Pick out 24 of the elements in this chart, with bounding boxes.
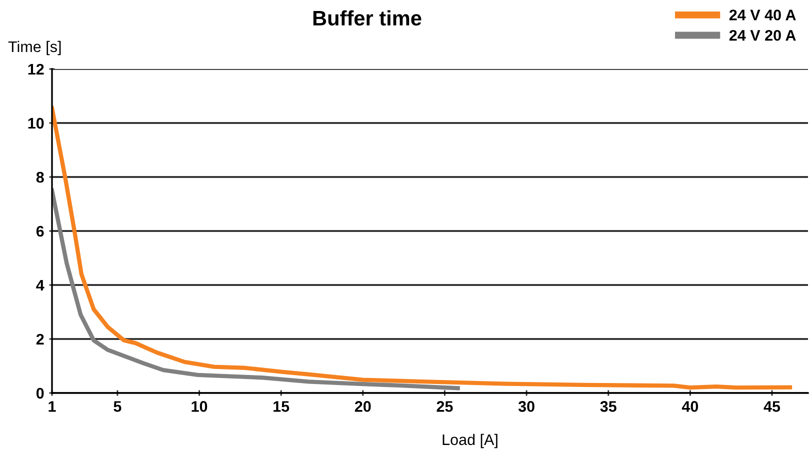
x-tick-label: 45: [764, 401, 780, 412]
x-tick-label: 15: [274, 401, 290, 412]
x-tick-label: 30: [518, 401, 534, 412]
x-tick-label: 35: [600, 401, 616, 412]
y-tick-label: 6: [36, 226, 44, 237]
y-tick-label: 10: [28, 118, 44, 129]
line-series: [52, 106, 792, 390]
y-tick-label: 0: [36, 388, 44, 399]
legend-label: 24 V 40 A: [729, 10, 796, 20]
x-tick-label: 1: [48, 401, 56, 412]
y-tick-label: 2: [36, 334, 44, 345]
y-tick-label: 12: [28, 64, 44, 75]
y-axis-title: Time [s]: [8, 40, 61, 56]
x-tick-label: 25: [436, 401, 453, 412]
x-tick-label: 40: [682, 401, 698, 412]
x-tick-label: 5: [114, 401, 122, 412]
legend-label: 24 V 20 A: [729, 30, 796, 41]
x-tick-label: 20: [354, 401, 371, 412]
x-tick-label: 10: [192, 401, 208, 412]
y-tick-label: 4: [36, 280, 44, 291]
line-series: [52, 188, 460, 390]
x-axis-title: Load [A]: [442, 434, 498, 448]
chart-title: Buffer time: [313, 10, 422, 26]
y-tick-label: 8: [36, 172, 44, 183]
